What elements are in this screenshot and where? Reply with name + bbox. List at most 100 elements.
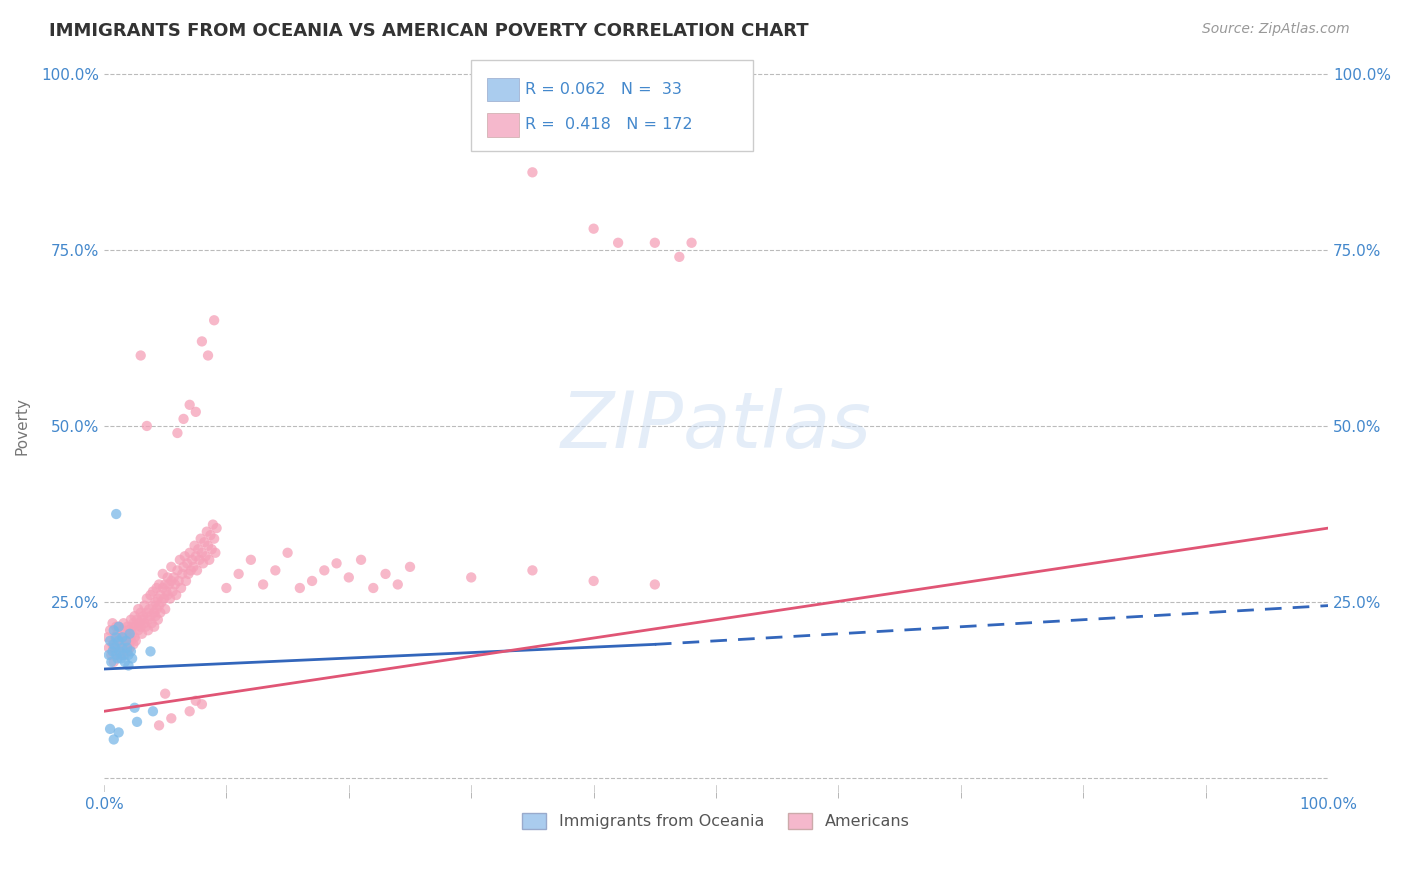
Point [197,539,219,553]
Point [120,633,142,648]
Point [105,648,128,662]
Point [181,553,204,567]
Point [128,616,150,631]
Point [127,602,149,616]
Point [191,557,214,571]
Point [166,563,188,577]
Point [163,577,186,591]
Point [162,584,184,599]
Point [644,235,666,250]
Point [179,704,201,718]
Point [195,524,218,539]
Point [152,581,174,595]
Point [160,574,183,588]
Point [188,553,211,567]
Point [117,624,139,638]
Point [159,591,181,606]
Point [125,633,148,648]
Point [129,606,152,620]
Point [111,644,134,658]
Point [264,563,287,577]
Point [153,591,176,606]
Point [361,581,384,595]
Point [143,620,166,634]
Point [98,633,121,648]
Point [184,694,207,708]
Point [117,648,139,662]
Point [97,630,120,644]
Point [135,419,157,434]
Point [103,624,125,638]
Point [111,640,134,655]
Point [111,624,134,638]
Point [582,574,605,588]
Point [105,620,128,634]
Point [110,648,132,662]
Point [101,616,124,631]
Point [100,648,122,662]
Point [142,584,165,599]
Point [301,574,323,588]
Point [103,655,125,669]
Point [183,559,205,574]
Point [124,630,146,644]
Point [191,546,214,560]
Point [239,553,262,567]
Text: IMMIGRANTS FROM OCEANIA VS AMERICAN POVERTY CORRELATION CHART: IMMIGRANTS FROM OCEANIA VS AMERICAN POVE… [49,22,808,40]
Point [105,633,128,648]
Point [101,644,124,658]
Point [118,630,141,644]
Point [142,704,165,718]
Point [201,517,224,532]
Point [107,627,129,641]
Point [105,507,128,521]
Point [107,648,129,662]
Point [107,620,129,634]
Point [135,606,157,620]
Point [110,651,132,665]
Point [215,581,238,595]
Point [146,591,169,606]
Point [202,532,225,546]
Point [108,630,131,644]
Point [98,624,121,638]
Point [177,566,200,581]
Point [173,549,195,564]
Point [142,599,165,613]
Text: R = 0.062   N =  33: R = 0.062 N = 33 [524,82,682,97]
Point [120,644,142,658]
Point [115,644,138,658]
Point [138,602,160,616]
Point [114,655,136,669]
Point [114,640,136,655]
Point [201,542,224,557]
Point [143,606,166,620]
Point [101,637,124,651]
Point [191,334,214,349]
Point [173,412,195,426]
Point [132,609,155,624]
Point [160,559,183,574]
Point [169,553,191,567]
Legend: Immigrants from Oceania, Americans: Immigrants from Oceania, Americans [516,806,917,836]
Point [156,588,179,602]
Point [607,235,630,250]
Point [153,577,176,591]
Point [104,630,127,644]
Point [149,606,172,620]
Point [198,553,221,567]
Point [184,549,207,564]
Point [387,577,409,591]
Point [115,633,138,648]
Point [194,549,217,564]
Point [522,563,544,577]
Point [160,711,183,725]
Point [163,570,186,584]
Point [97,648,120,662]
Point [145,595,167,609]
Text: R =  0.418   N = 172: R = 0.418 N = 172 [524,118,693,132]
Point [107,633,129,648]
Point [146,613,169,627]
Point [134,599,156,613]
Point [135,591,157,606]
